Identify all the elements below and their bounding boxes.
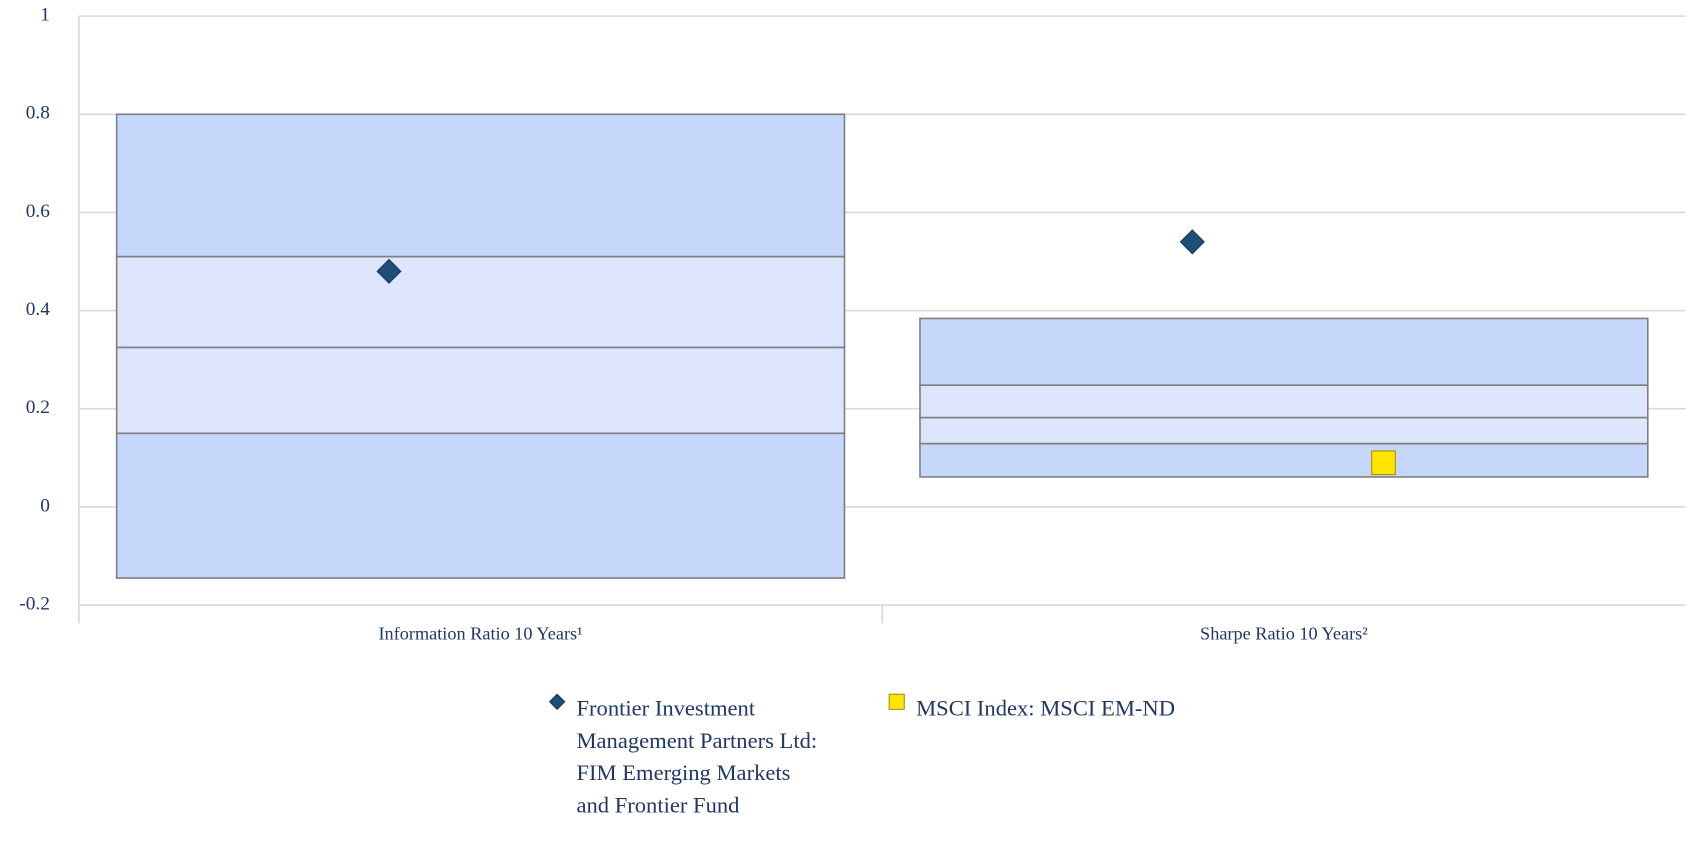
legend-entry: Frontier Investment Management Partners …	[576, 695, 818, 818]
y-tick-label: 0	[40, 495, 50, 516]
fund-marker	[376, 258, 402, 284]
legend-label: MSCI Index: MSCI EM-ND	[916, 695, 1176, 722]
box-band	[115, 255, 846, 349]
index-marker	[1371, 450, 1396, 476]
box-band	[919, 384, 1649, 419]
x-tick-label: Information Ratio 10 Years¹	[378, 623, 582, 643]
legend-marker	[548, 693, 566, 711]
box-band	[115, 432, 846, 579]
box-band	[115, 113, 846, 258]
y-tick-label: -0.2	[19, 593, 50, 614]
y-tick-label: 0.8	[26, 103, 50, 124]
box-band	[919, 317, 1649, 386]
y-tick-label: 0.4	[26, 299, 50, 320]
legend-entry: MSCI Index: MSCI EM-ND	[916, 695, 1176, 722]
box-band	[919, 442, 1649, 478]
box-band	[115, 346, 846, 435]
legend-label: Frontier Investment Management Partners …	[576, 695, 818, 818]
box-band	[919, 416, 1649, 445]
y-tick-label: 0.2	[26, 397, 50, 418]
x-tick-label: Sharpe Ratio 10 Years²	[1200, 623, 1368, 643]
y-tick-label: 0.6	[26, 201, 50, 222]
legend-marker	[888, 693, 905, 710]
fund-marker	[1179, 229, 1205, 255]
y-tick-label: 1	[40, 5, 50, 26]
